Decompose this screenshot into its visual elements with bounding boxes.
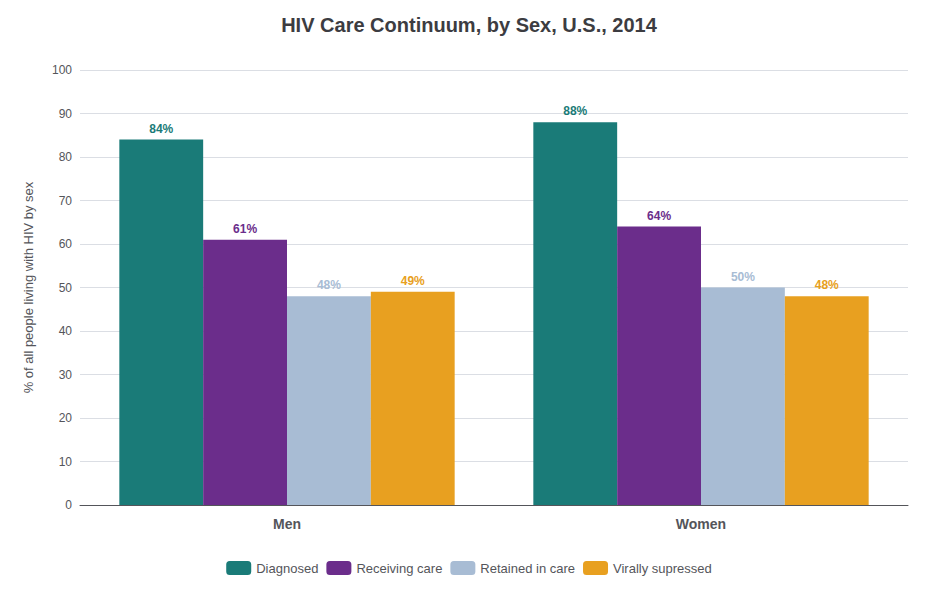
- svg-text:48%: 48%: [317, 278, 341, 292]
- svg-text:70: 70: [59, 194, 73, 208]
- svg-text:50: 50: [59, 281, 73, 295]
- svg-text:84%: 84%: [149, 122, 173, 136]
- svg-text:60: 60: [59, 237, 73, 251]
- svg-text:49%: 49%: [401, 274, 425, 288]
- svg-text:48%: 48%: [815, 278, 839, 292]
- svg-text:Men: Men: [273, 516, 301, 532]
- svg-text:90: 90: [59, 107, 73, 121]
- svg-text:HIV Care Continuum, by Sex, U.: HIV Care Continuum, by Sex, U.S., 2014: [281, 14, 658, 36]
- svg-text:64%: 64%: [647, 209, 671, 223]
- svg-text:30: 30: [59, 368, 73, 382]
- svg-text:61%: 61%: [233, 222, 257, 236]
- svg-text:Virally supressed: Virally supressed: [613, 561, 712, 576]
- svg-text:80: 80: [59, 150, 73, 164]
- svg-text:Receiving care: Receiving care: [356, 561, 442, 576]
- svg-text:40: 40: [59, 324, 73, 338]
- svg-text:Women: Women: [676, 516, 726, 532]
- svg-text:100: 100: [52, 63, 72, 77]
- svg-text:% of all people living with HI: % of all people living with HIV by sex: [21, 181, 36, 393]
- svg-text:88%: 88%: [563, 104, 587, 118]
- svg-text:20: 20: [59, 411, 73, 425]
- svg-text:50%: 50%: [731, 270, 755, 284]
- svg-text:0: 0: [65, 498, 72, 512]
- svg-text:Diagnosed: Diagnosed: [256, 561, 318, 576]
- svg-text:10: 10: [59, 455, 73, 469]
- svg-text:Retained in care: Retained in care: [480, 561, 575, 576]
